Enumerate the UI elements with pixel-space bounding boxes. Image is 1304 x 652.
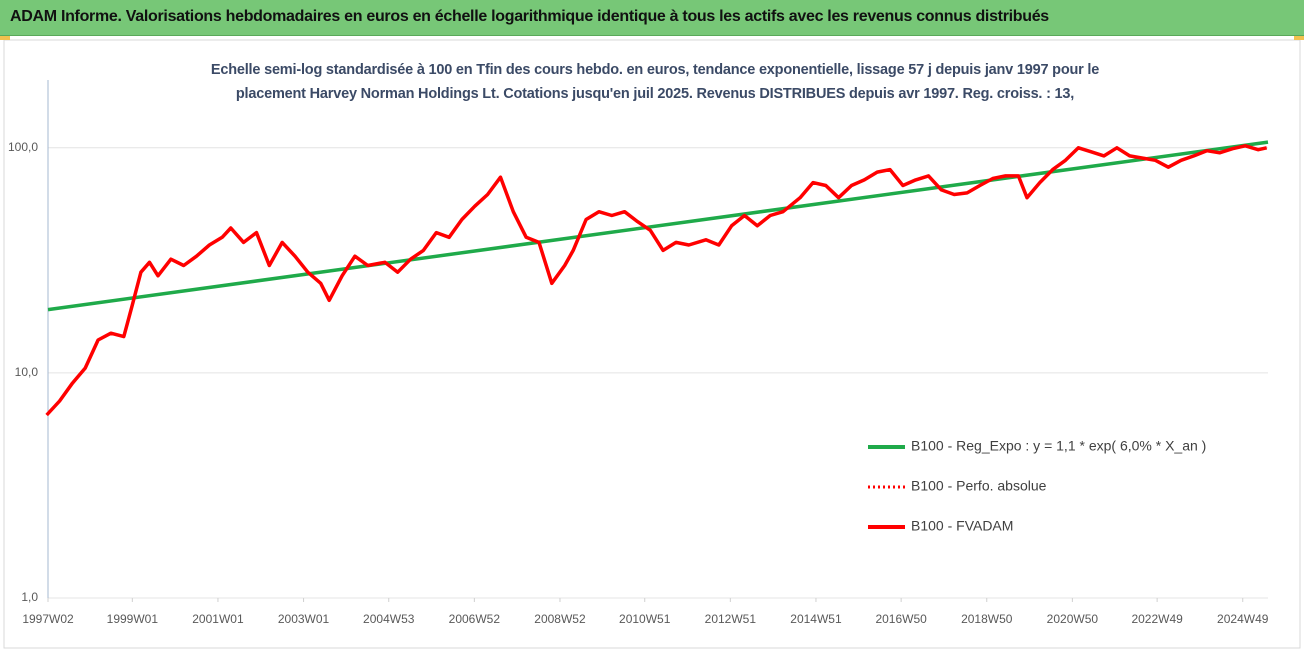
- chart-frame: [3, 39, 1301, 649]
- x-tick-label: 2012W51: [705, 612, 757, 626]
- x-tick-label: 2016W50: [875, 612, 927, 626]
- y-tick-label: 1,0: [21, 590, 38, 604]
- x-tick-label: 1997W02: [22, 612, 74, 626]
- series-line: [45, 144, 1267, 416]
- y-tick-label: 100,0: [8, 140, 38, 154]
- x-tick-label: 2018W50: [961, 612, 1013, 626]
- x-tick-label: 2004W53: [363, 612, 415, 626]
- x-tick-label: 1999W01: [107, 612, 159, 626]
- header: ADAM Informe. Valorisations hebdomadaire…: [0, 0, 1304, 36]
- x-tick-label: 2014W51: [790, 612, 842, 626]
- x-tick-label: 2020W50: [1047, 612, 1099, 626]
- y-tick-label: 10,0: [15, 365, 39, 379]
- corner: [1294, 36, 1304, 40]
- chart-title: ADAM Informe. Valorisations hebdomadaire…: [10, 8, 1049, 25]
- series-line: [47, 140, 1269, 312]
- x-tick-label: 2003W01: [278, 612, 330, 626]
- x-tick-label: 2001W01: [192, 612, 244, 626]
- x-tick-label: 2022W49: [1131, 612, 1183, 626]
- legend-label: B100 - Perfo. absolue: [911, 478, 1047, 494]
- x-tick-label: 2008W52: [534, 612, 586, 626]
- legend-label: B100 - FVADAM: [911, 518, 1013, 534]
- x-tick-label: 2024W49: [1217, 612, 1269, 626]
- legend-label: B100 - Reg_Expo : y = 1,1 * exp( 6,0% * …: [911, 438, 1206, 454]
- corner: [0, 36, 10, 40]
- series-line: [45, 144, 1268, 417]
- chart-subtitle: Echelle semi-log standardisée à 100 en T…: [210, 62, 1100, 102]
- x-tick-label: 2006W52: [449, 612, 501, 626]
- x-tick-label: 2010W51: [619, 612, 671, 626]
